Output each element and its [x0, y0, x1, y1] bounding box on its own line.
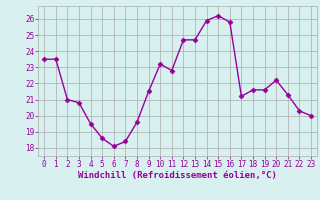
X-axis label: Windchill (Refroidissement éolien,°C): Windchill (Refroidissement éolien,°C) [78, 171, 277, 180]
